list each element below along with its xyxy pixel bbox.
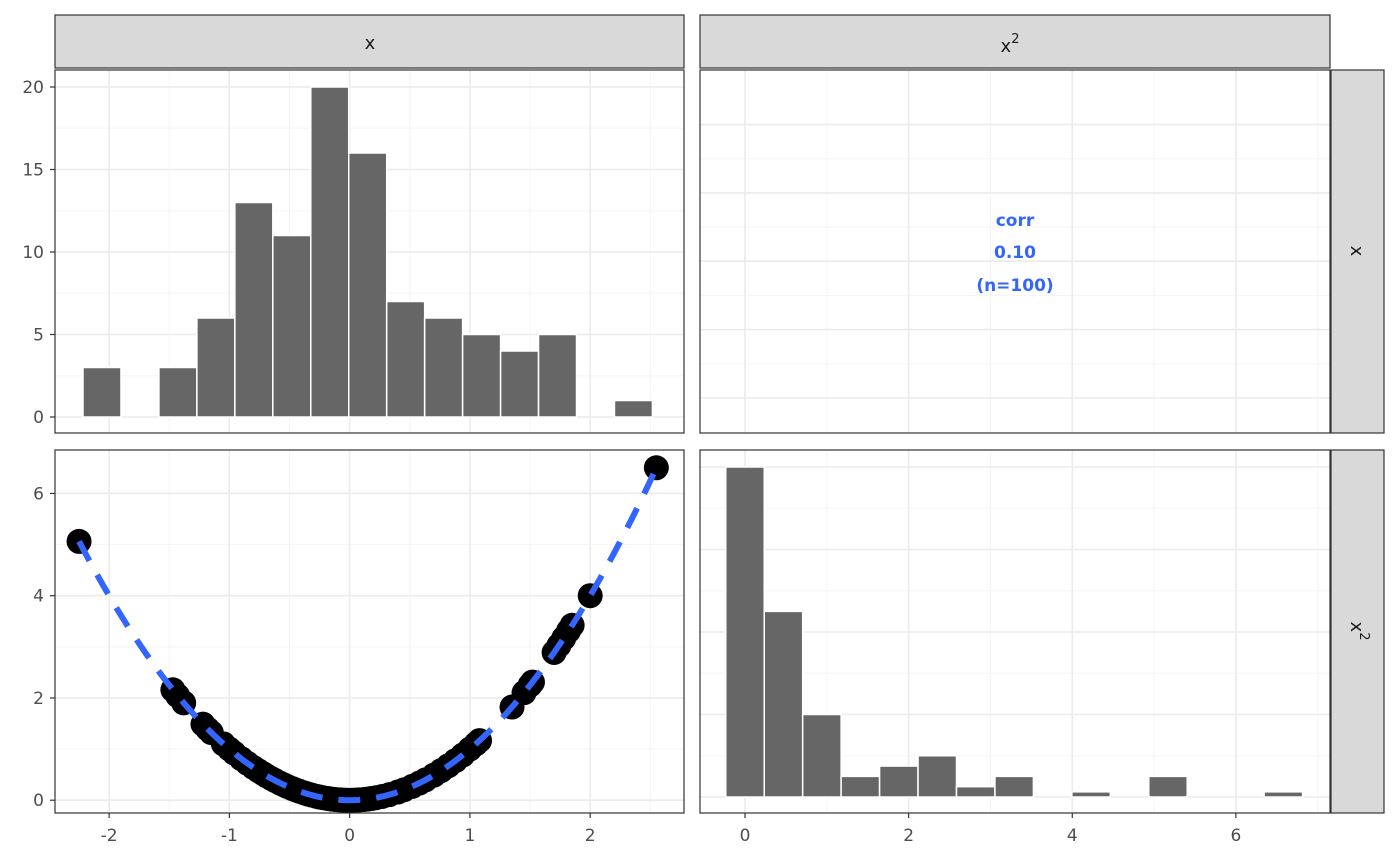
histogram-bar-11 — [499, 350, 540, 418]
correlation-grid — [700, 70, 1330, 433]
histogram-bar-3 — [196, 317, 236, 418]
histogram-bar-2 — [801, 713, 842, 798]
x-tick-label: 2 — [903, 826, 914, 846]
fit-line — [76, 466, 660, 804]
histogram-bar-11 — [1148, 775, 1188, 798]
histogram-bar-6 — [955, 785, 996, 798]
y-tick-label: 0 — [33, 791, 44, 811]
panel-x2-histogram — [699, 449, 1331, 814]
y-tick-label: 0 — [33, 408, 44, 428]
strip-top-right-label: x — [1001, 36, 1012, 57]
corr-n: (n=100) — [976, 276, 1053, 296]
strip-top-right-sup: 2 — [1011, 32, 1019, 47]
histogram-bar-2 — [158, 366, 198, 418]
panel-correlation: corr 0.10 (n=100) — [699, 69, 1331, 434]
x-tick-label: 6 — [1230, 826, 1241, 846]
histogram-bar-9 — [423, 317, 464, 418]
histogram-bar-14 — [613, 399, 654, 418]
y-tick-label: 5 — [33, 326, 44, 346]
y-tick-label: 15 — [22, 161, 44, 181]
svg-text:x2: x2 — [1001, 32, 1020, 57]
y-tick-label: 6 — [33, 484, 44, 504]
x-tick-label: 1 — [465, 826, 476, 846]
x-tick-label: 4 — [1067, 826, 1078, 846]
x-tick-label: -1 — [221, 826, 238, 846]
strip-top-right: x2 — [699, 14, 1331, 69]
histogram-bar-9 — [1071, 791, 1112, 798]
histogram-bar-8 — [385, 300, 426, 418]
panel-x-histogram — [54, 69, 685, 434]
histogram-bar-12 — [537, 333, 578, 418]
panel-border — [699, 449, 1331, 814]
corr-label: corr — [996, 211, 1035, 231]
y-tick-label: 2 — [33, 689, 44, 709]
histogram-bar-4 — [234, 201, 274, 418]
histogram-bar-6 — [310, 86, 350, 418]
x-tick-label: 2 — [585, 826, 596, 846]
histogram-bar-3 — [840, 775, 881, 798]
histogram-bar-5 — [917, 755, 958, 798]
histogram-bar-0 — [725, 466, 765, 798]
strip-right-top: x — [1330, 69, 1385, 434]
svg-text:x2: x2 — [1346, 622, 1371, 641]
scatter-point-68 — [643, 455, 669, 481]
histogram-bar-14 — [1263, 791, 1304, 798]
panel-border — [54, 449, 685, 814]
panel-border — [699, 69, 1331, 434]
panel-background — [700, 70, 1330, 433]
strip-right-bottom: x2 — [1330, 449, 1385, 814]
histogram-bar-4 — [878, 765, 919, 798]
x-tick-label: 0 — [344, 826, 355, 846]
histogram-bar-0 — [82, 366, 122, 418]
strip-right-top-label: x — [1346, 246, 1367, 257]
x-tick-label: 0 — [740, 826, 751, 846]
histogram-bar-5 — [272, 234, 312, 418]
y-tick-label: 4 — [33, 587, 44, 607]
x-tick-label: -2 — [101, 826, 118, 846]
histogram-bar-10 — [461, 333, 502, 418]
corr-value: 0.10 — [994, 243, 1036, 263]
y-tick-label: 20 — [22, 78, 44, 98]
strip-right-bottom-label: x — [1346, 622, 1367, 633]
strip-right-bottom-sup: 2 — [1356, 632, 1371, 640]
histogram-bar-7 — [994, 775, 1035, 798]
y-tick-label: 10 — [22, 243, 44, 263]
histogram-bar-1 — [763, 610, 804, 798]
strip-top-left: x — [54, 14, 685, 69]
scatter-point-67 — [577, 583, 603, 609]
strip-top-left-label: x — [365, 33, 376, 54]
panel-scatter — [54, 449, 685, 814]
histogram-bar-7 — [347, 152, 388, 418]
